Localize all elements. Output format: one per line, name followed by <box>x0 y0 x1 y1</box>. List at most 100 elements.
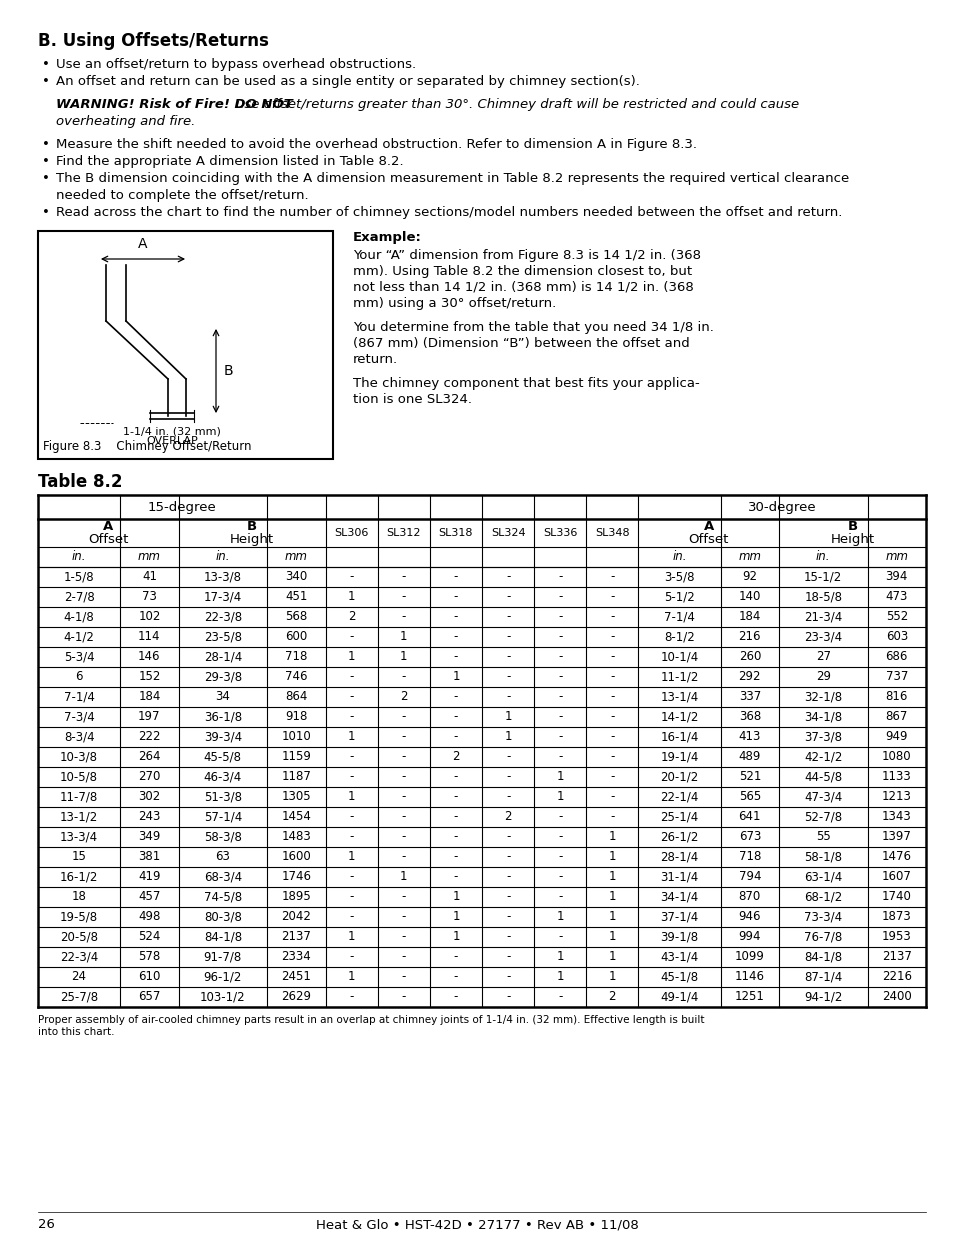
Text: 1146: 1146 <box>734 971 764 983</box>
Text: 1: 1 <box>556 771 563 783</box>
Text: mm: mm <box>884 551 907 563</box>
Text: overheating and fire.: overheating and fire. <box>56 115 195 128</box>
Text: -: - <box>401 851 406 863</box>
Text: -: - <box>454 990 457 1004</box>
Text: -: - <box>401 730 406 743</box>
Text: 2: 2 <box>452 751 459 763</box>
Text: -: - <box>349 571 354 583</box>
Text: -: - <box>505 690 510 704</box>
Text: B: B <box>224 364 233 378</box>
Text: 29-3/8: 29-3/8 <box>204 671 242 683</box>
Text: 20-1/2: 20-1/2 <box>659 771 698 783</box>
Text: 7-3/4: 7-3/4 <box>64 710 94 724</box>
Text: -: - <box>454 610 457 624</box>
Text: 1873: 1873 <box>881 910 911 924</box>
Text: needed to complete the offset/return.: needed to complete the offset/return. <box>56 189 309 203</box>
Text: 870: 870 <box>738 890 760 904</box>
Text: 1483: 1483 <box>281 830 311 844</box>
Text: •: • <box>42 138 50 151</box>
Text: 600: 600 <box>285 631 307 643</box>
Text: 641: 641 <box>738 810 760 824</box>
Text: -: - <box>505 890 510 904</box>
Text: 260: 260 <box>738 651 760 663</box>
Text: SL324: SL324 <box>490 529 525 538</box>
Text: 2137: 2137 <box>881 951 911 963</box>
Text: 2: 2 <box>399 690 407 704</box>
Text: -: - <box>610 671 614 683</box>
Text: 184: 184 <box>738 610 760 624</box>
Text: 32-1/8: 32-1/8 <box>803 690 841 704</box>
Text: in.: in. <box>672 551 686 563</box>
Text: 1: 1 <box>452 671 459 683</box>
Text: 1: 1 <box>608 871 616 883</box>
Text: 52-7/8: 52-7/8 <box>803 810 841 824</box>
Text: 302: 302 <box>138 790 160 804</box>
Text: -: - <box>505 590 510 604</box>
Text: 21-3/4: 21-3/4 <box>803 610 841 624</box>
Text: 13-3/4: 13-3/4 <box>60 830 98 844</box>
Text: 1: 1 <box>608 910 616 924</box>
Text: 5-3/4: 5-3/4 <box>64 651 94 663</box>
Text: -: - <box>454 810 457 824</box>
Text: -: - <box>349 890 354 904</box>
Text: 18: 18 <box>71 890 87 904</box>
Text: 2: 2 <box>348 610 355 624</box>
Text: -: - <box>401 810 406 824</box>
Text: in.: in. <box>815 551 830 563</box>
Text: A: A <box>703 520 713 534</box>
Text: Use an offset/return to bypass overhead obstructions.: Use an offset/return to bypass overhead … <box>56 58 416 70</box>
Text: tion is one SL324.: tion is one SL324. <box>353 393 472 406</box>
Text: -: - <box>401 790 406 804</box>
Text: 30-degree: 30-degree <box>747 500 816 514</box>
Text: 16-1/4: 16-1/4 <box>659 730 698 743</box>
Text: -: - <box>505 651 510 663</box>
Text: 994: 994 <box>738 930 760 944</box>
Text: 34: 34 <box>215 690 230 704</box>
Text: -: - <box>558 590 562 604</box>
Text: -: - <box>558 930 562 944</box>
Text: -: - <box>558 730 562 743</box>
Text: -: - <box>558 710 562 724</box>
Text: 498: 498 <box>138 910 160 924</box>
Text: 1-1/4 in. (32 mm): 1-1/4 in. (32 mm) <box>123 427 221 437</box>
Text: 13-1/2: 13-1/2 <box>60 810 98 824</box>
Text: 94-1/2: 94-1/2 <box>803 990 841 1004</box>
Text: 41: 41 <box>142 571 156 583</box>
Text: 1: 1 <box>504 710 512 724</box>
Text: Example:: Example: <box>353 231 421 245</box>
Text: 1: 1 <box>556 971 563 983</box>
Text: -: - <box>610 631 614 643</box>
Text: 45-1/8: 45-1/8 <box>659 971 698 983</box>
Text: 1010: 1010 <box>281 730 311 743</box>
Text: -: - <box>454 771 457 783</box>
Text: 4-1/8: 4-1/8 <box>64 610 94 624</box>
Text: Height: Height <box>230 532 274 546</box>
Text: -: - <box>401 571 406 583</box>
Text: 16-1/2: 16-1/2 <box>60 871 98 883</box>
Text: 603: 603 <box>884 631 907 643</box>
Text: Figure 8.3    Chimney Offset/Return: Figure 8.3 Chimney Offset/Return <box>43 440 252 453</box>
Text: SL318: SL318 <box>438 529 473 538</box>
Text: 44-5/8: 44-5/8 <box>803 771 841 783</box>
Text: 1600: 1600 <box>281 851 311 863</box>
Text: 1: 1 <box>452 910 459 924</box>
Text: 1: 1 <box>452 890 459 904</box>
Text: in.: in. <box>215 551 230 563</box>
Text: 47-3/4: 47-3/4 <box>803 790 841 804</box>
Text: 867: 867 <box>884 710 907 724</box>
Text: 2: 2 <box>608 990 616 1004</box>
Text: 349: 349 <box>138 830 160 844</box>
Text: Offset: Offset <box>88 532 129 546</box>
Text: SL306: SL306 <box>335 529 369 538</box>
Text: -: - <box>349 771 354 783</box>
Text: 337: 337 <box>738 690 760 704</box>
Text: -: - <box>401 930 406 944</box>
Text: 1953: 1953 <box>881 930 911 944</box>
Text: 1187: 1187 <box>281 771 311 783</box>
Text: 718: 718 <box>738 851 760 863</box>
Text: -: - <box>454 730 457 743</box>
Text: 3-5/8: 3-5/8 <box>663 571 694 583</box>
Text: 1: 1 <box>504 730 512 743</box>
Text: 524: 524 <box>138 930 160 944</box>
Text: 4-1/2: 4-1/2 <box>64 631 94 643</box>
